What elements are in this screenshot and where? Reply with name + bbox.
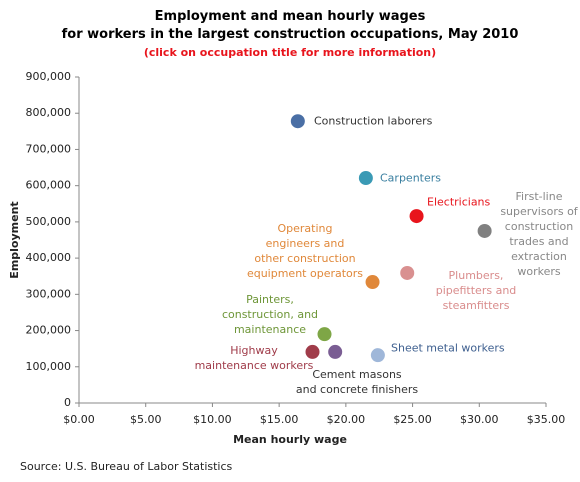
point — [400, 265, 415, 280]
x-tick-label: $5.00 — [130, 413, 162, 426]
x-tick-label: $0.00 — [63, 413, 95, 426]
x-tick-label: $35.00 — [527, 413, 566, 426]
x-tick-label: $25.00 — [393, 413, 432, 426]
x-tick-label: $10.00 — [193, 413, 232, 426]
point — [477, 223, 492, 238]
point — [328, 344, 343, 359]
occupation-label[interactable]: Sheet metal workers — [391, 341, 505, 355]
occupation-label[interactable]: Painters, construction, and maintenance — [221, 293, 319, 336]
chart-title: Employment and mean hourly wages for wor… — [61, 9, 519, 42]
y-axis-title: Employment — [8, 201, 21, 278]
x-tick-label: $15.00 — [260, 413, 299, 426]
y-tick-label: 600,000 — [26, 179, 72, 192]
y-tick-label: 0 — [64, 396, 71, 409]
occupation-label[interactable]: Cement masons and concrete finishers — [295, 368, 419, 396]
x-tick-label: $30.00 — [460, 413, 499, 426]
occupation-label[interactable]: Electricians — [427, 195, 491, 209]
y-tick-label: 800,000 — [26, 106, 72, 119]
occupation-label[interactable]: First-line supervisors of construction t… — [500, 190, 578, 278]
source: Source: U.S. Bureau of Labor Statistics — [20, 460, 233, 473]
point — [290, 114, 305, 129]
point — [365, 275, 380, 290]
x-axis-title: Mean hourly wage — [233, 433, 347, 446]
point — [317, 327, 332, 342]
occupation-label[interactable]: Construction laborers — [314, 114, 433, 128]
occupation-label[interactable]: Highway maintenance workers — [194, 344, 314, 372]
y-tick-label: 100,000 — [26, 360, 72, 373]
y-tick-label: 700,000 — [26, 142, 72, 155]
occupation-label[interactable]: Plumbers, pipefitters and steamfitters — [435, 269, 517, 312]
occupation-label[interactable]: Operating engineers and other constructi… — [246, 222, 364, 280]
occupation-label[interactable]: Carpenters — [380, 171, 441, 185]
x-tick-label: $20.00 — [327, 413, 366, 426]
y-tick-label: 400,000 — [26, 251, 72, 264]
y-tick-label: 300,000 — [26, 287, 72, 300]
y-tick-label: 200,000 — [26, 324, 72, 337]
point — [305, 344, 320, 359]
chart-subtitle[interactable]: (click on occupation title for more info… — [143, 46, 437, 59]
point — [370, 348, 385, 363]
point — [409, 209, 424, 224]
y-tick-label: 900,000 — [26, 70, 72, 83]
point — [358, 171, 373, 186]
y-tick-label: 500,000 — [26, 215, 72, 228]
